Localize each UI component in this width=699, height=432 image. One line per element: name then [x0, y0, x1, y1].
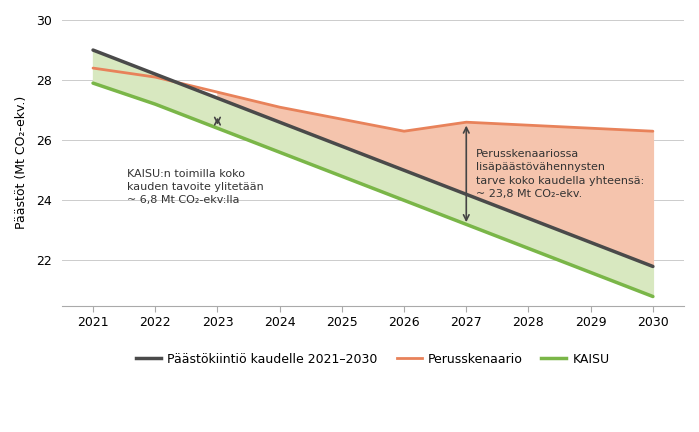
- Legend: Päästökiintiö kaudelle 2021–2030, Perusskenaario, KAISU: Päästökiintiö kaudelle 2021–2030, Peruss…: [131, 348, 615, 371]
- Text: Perusskenaariossa
lisäpäästövähennysten
tarve koko kaudella yhteensä:
~ 23,8 Mt : Perusskenaariossa lisäpäästövähennysten …: [475, 149, 644, 199]
- Text: KAISU:n toimilla koko
kauden tavoite ylitetään
~ 6,8 Mt CO₂-ekv:lla: KAISU:n toimilla koko kauden tavoite yli…: [127, 169, 264, 205]
- Y-axis label: Päästöt (Mt CO₂-ekv.): Päästöt (Mt CO₂-ekv.): [15, 96, 28, 229]
